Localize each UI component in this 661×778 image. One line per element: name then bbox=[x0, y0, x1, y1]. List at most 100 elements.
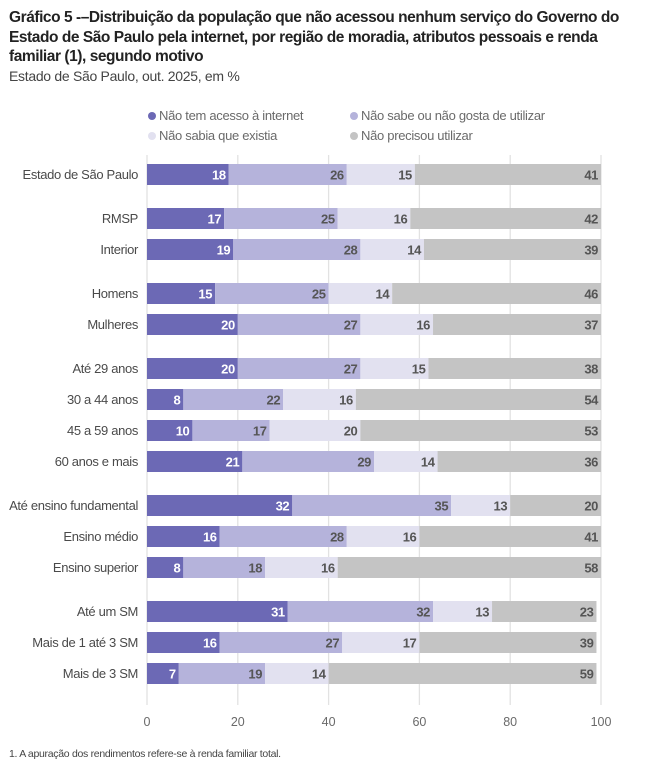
data-label: 20 bbox=[584, 499, 598, 514]
x-tick-label: 80 bbox=[503, 715, 517, 729]
stacked-bar-chart: 0 20 40 60 80 100 Estado de São Paulo 18 26 15 41 R… bbox=[9, 155, 612, 729]
data-label: 39 bbox=[584, 243, 598, 258]
bar-segment bbox=[147, 557, 184, 578]
category-label: Mulheres bbox=[87, 317, 139, 332]
category-label: Mais de 3 SM bbox=[63, 666, 138, 681]
legend-item-sem-acesso: Não tem acesso à internet bbox=[148, 108, 304, 123]
bar-segment bbox=[355, 389, 601, 410]
data-label: 25 bbox=[312, 287, 326, 302]
data-label: 41 bbox=[584, 168, 598, 183]
x-tick-label: 40 bbox=[322, 715, 336, 729]
data-label: 8 bbox=[173, 393, 180, 408]
bar-segment bbox=[428, 358, 601, 379]
data-label: 15 bbox=[398, 168, 412, 183]
legend-dot-icon bbox=[350, 111, 358, 120]
data-label: 19 bbox=[248, 667, 262, 682]
data-label: 54 bbox=[584, 393, 599, 408]
data-label: 32 bbox=[416, 605, 430, 620]
footnote: 1. A apuração dos rendimentos refere-se … bbox=[9, 748, 281, 760]
category-label: RMSP bbox=[102, 211, 138, 226]
data-label: 16 bbox=[403, 530, 417, 545]
data-label: 18 bbox=[248, 561, 262, 576]
bar-segment bbox=[183, 389, 284, 410]
x-tick-label: 100 bbox=[591, 715, 612, 729]
bar-segment bbox=[265, 557, 338, 578]
bar-segment bbox=[147, 632, 220, 653]
data-label: 14 bbox=[407, 243, 422, 258]
data-label: 16 bbox=[203, 530, 217, 545]
data-label: 39 bbox=[580, 636, 594, 651]
legend-item-nao-precisou: Não precisou utilizar bbox=[350, 128, 473, 143]
data-label: 18 bbox=[212, 168, 226, 183]
category-label: Até 29 anos bbox=[72, 361, 138, 376]
category-label: Até ensino fundamental bbox=[9, 498, 138, 513]
category-label: Ensino superior bbox=[53, 560, 139, 575]
data-label: 41 bbox=[584, 530, 598, 545]
data-label: 7 bbox=[169, 667, 176, 682]
legend-label: Não sabia que existia bbox=[159, 128, 278, 143]
bar-segment bbox=[419, 632, 597, 653]
data-label: 28 bbox=[344, 243, 358, 258]
bar-segment bbox=[147, 420, 193, 441]
bar-segment bbox=[183, 557, 266, 578]
bar-segment bbox=[360, 239, 424, 260]
bar-segment bbox=[147, 526, 220, 547]
bar-segment bbox=[147, 389, 184, 410]
data-label: 14 bbox=[312, 667, 327, 682]
data-label: 27 bbox=[344, 362, 358, 377]
data-label: 20 bbox=[221, 362, 235, 377]
x-tick-label: 60 bbox=[412, 715, 426, 729]
data-label: 16 bbox=[321, 561, 335, 576]
bar-segment bbox=[219, 526, 347, 547]
data-label: 27 bbox=[326, 636, 340, 651]
data-label: 28 bbox=[330, 530, 344, 545]
x-tick-label: 20 bbox=[231, 715, 245, 729]
bar-segment bbox=[147, 283, 216, 304]
legend-dot-icon bbox=[148, 131, 156, 140]
bar-segment bbox=[265, 663, 329, 684]
bar-segment bbox=[437, 451, 601, 472]
data-label: 32 bbox=[276, 499, 290, 514]
bar-segment bbox=[283, 389, 356, 410]
category-label: Mais de 1 até 3 SM bbox=[32, 635, 138, 650]
data-label: 27 bbox=[344, 318, 358, 333]
data-label: 22 bbox=[267, 393, 281, 408]
data-label: 25 bbox=[321, 212, 335, 227]
bar-segment bbox=[219, 632, 343, 653]
data-label: 13 bbox=[475, 605, 489, 620]
bar-segment bbox=[233, 239, 361, 260]
bar-segment bbox=[346, 164, 415, 185]
bar-segment bbox=[510, 495, 601, 516]
legend-item-nao-sabe: Não sabe ou não gosta de utilizar bbox=[350, 108, 545, 123]
bar-segment bbox=[147, 314, 238, 335]
bar-segment bbox=[374, 451, 438, 472]
bar-segment bbox=[342, 632, 420, 653]
data-label: 20 bbox=[344, 424, 358, 439]
data-label: 36 bbox=[584, 455, 598, 470]
bar-segment bbox=[451, 495, 511, 516]
data-label: 8 bbox=[173, 561, 180, 576]
bar-segment bbox=[392, 283, 601, 304]
bar-segment bbox=[328, 663, 597, 684]
data-label: 37 bbox=[584, 318, 598, 333]
bar-segment bbox=[419, 526, 601, 547]
bar-segment bbox=[242, 451, 374, 472]
bar-segment bbox=[237, 314, 361, 335]
data-label: 38 bbox=[584, 362, 598, 377]
data-label: 31 bbox=[271, 605, 285, 620]
legend-dot-icon bbox=[350, 131, 358, 140]
data-label: 16 bbox=[203, 636, 217, 651]
bar-segment bbox=[433, 601, 493, 622]
category-label: 60 anos e mais bbox=[55, 454, 139, 469]
bar-segment bbox=[360, 358, 429, 379]
data-label: 26 bbox=[330, 168, 344, 183]
data-label: 35 bbox=[435, 499, 449, 514]
bar-segment bbox=[147, 495, 293, 516]
data-label: 13 bbox=[494, 499, 508, 514]
legend-item-nao-sabia: Não sabia que existia bbox=[148, 128, 277, 143]
chart-title: Gráfico 5 -–Distribuição da população qu… bbox=[9, 9, 619, 65]
category-label: Estado de São Paulo bbox=[23, 167, 139, 182]
bar-segment bbox=[292, 495, 452, 516]
bar-segment bbox=[147, 601, 288, 622]
bar-segment bbox=[147, 663, 179, 684]
